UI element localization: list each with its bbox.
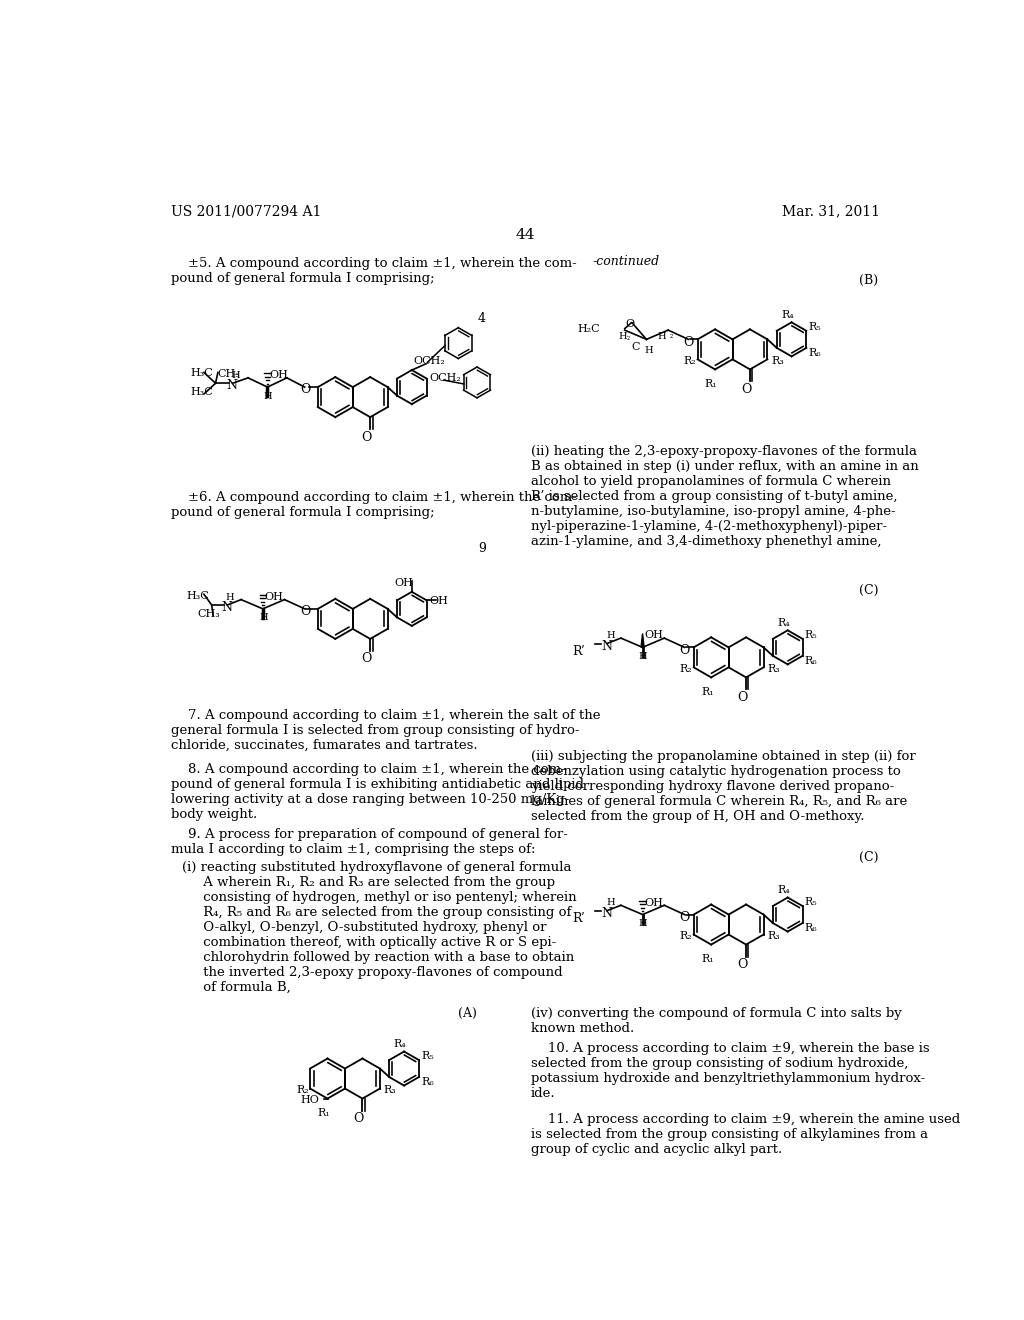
Text: R₆: R₆ bbox=[805, 923, 817, 933]
Text: R₁: R₁ bbox=[701, 686, 714, 697]
Text: O: O bbox=[300, 605, 310, 618]
Text: 9: 9 bbox=[478, 543, 486, 554]
Text: R₄: R₄ bbox=[781, 310, 794, 319]
Text: (A): (A) bbox=[458, 1007, 477, 1020]
Text: CH₃: CH₃ bbox=[198, 609, 220, 619]
Text: R’: R’ bbox=[572, 645, 586, 659]
Text: R₆: R₆ bbox=[809, 348, 821, 358]
Text: R₁: R₁ bbox=[701, 954, 714, 964]
Text: R₂: R₂ bbox=[680, 664, 692, 673]
Text: R₃: R₃ bbox=[767, 931, 780, 941]
Text: R’: R’ bbox=[572, 912, 586, 925]
Text: H: H bbox=[606, 899, 614, 907]
Text: R₃: R₃ bbox=[771, 355, 784, 366]
Text: R₃: R₃ bbox=[384, 1085, 396, 1094]
Text: R₃: R₃ bbox=[767, 664, 780, 673]
Text: R₂: R₂ bbox=[684, 355, 696, 366]
Text: HO: HO bbox=[300, 1094, 319, 1105]
Text: OCH₂: OCH₂ bbox=[414, 356, 445, 366]
Text: ₂: ₂ bbox=[670, 333, 673, 341]
Text: Mar. 31, 2011: Mar. 31, 2011 bbox=[781, 205, 880, 219]
Text: ±5. A compound according to claim ±1, wherein the com-
pound of general formula : ±5. A compound according to claim ±1, wh… bbox=[171, 257, 577, 285]
Text: OH: OH bbox=[264, 591, 284, 602]
Text: H: H bbox=[225, 593, 234, 602]
Text: OH: OH bbox=[644, 631, 663, 640]
Text: O: O bbox=[626, 318, 635, 329]
Text: OCH₂: OCH₂ bbox=[429, 374, 461, 383]
Text: (ii) heating the 2,3-epoxy-propoxy-flavones of the formula
B as obtained in step: (ii) heating the 2,3-epoxy-propoxy-flavo… bbox=[531, 445, 919, 548]
Text: (C): (C) bbox=[859, 585, 879, 597]
Text: 10. A process according to claim ±9, wherein the base is
selected from the group: 10. A process according to claim ±9, whe… bbox=[531, 1043, 930, 1101]
Text: H: H bbox=[606, 631, 614, 640]
Text: R₂: R₂ bbox=[296, 1085, 309, 1094]
Text: R₄: R₄ bbox=[777, 886, 791, 895]
Text: 9. A process for preparation of compound of general for-
mula I according to cla: 9. A process for preparation of compound… bbox=[171, 829, 567, 857]
Text: R₂: R₂ bbox=[680, 931, 692, 941]
Text: N: N bbox=[601, 907, 612, 920]
Text: 11. A process according to claim ±9, wherein the amine used
is selected from the: 11. A process according to claim ±9, whe… bbox=[531, 1113, 961, 1156]
Text: H: H bbox=[639, 652, 647, 661]
Text: ±6. A compound according to claim ±1, wherein the com-
pound of general formula : ±6. A compound according to claim ±1, wh… bbox=[171, 491, 577, 519]
Text: O: O bbox=[737, 690, 748, 704]
Text: R₆: R₆ bbox=[805, 656, 817, 665]
Text: OH: OH bbox=[394, 578, 414, 587]
Text: OH: OH bbox=[429, 597, 447, 606]
Text: (B): (B) bbox=[859, 275, 879, 286]
Text: (iii) subjecting the propanolamine obtained in step (ii) for
debenzylation using: (iii) subjecting the propanolamine obtai… bbox=[531, 750, 915, 822]
Text: N: N bbox=[601, 640, 612, 652]
Text: (iv) converting the compound of formula C into salts by
known method.: (iv) converting the compound of formula … bbox=[531, 1007, 902, 1035]
Text: N: N bbox=[226, 379, 238, 392]
Text: O: O bbox=[679, 911, 689, 924]
Text: O: O bbox=[737, 958, 748, 972]
Text: R₁: R₁ bbox=[705, 379, 718, 388]
Text: O: O bbox=[353, 1113, 364, 1125]
Text: H₂C: H₂C bbox=[578, 323, 600, 334]
Text: -continued: -continued bbox=[593, 255, 660, 268]
Text: C: C bbox=[632, 342, 640, 351]
Text: H: H bbox=[644, 346, 652, 355]
Text: 8. A compound according to claim ±1, wherein the com-
pound of general formula I: 8. A compound according to claim ±1, whe… bbox=[171, 763, 584, 821]
Text: 7. A compound according to claim ±1, wherein the salt of the
general formula I i: 7. A compound according to claim ±1, whe… bbox=[171, 709, 600, 752]
Polygon shape bbox=[641, 634, 644, 647]
Text: OH: OH bbox=[644, 898, 663, 908]
Text: O: O bbox=[361, 430, 372, 444]
Text: R₅: R₅ bbox=[809, 322, 821, 331]
Text: R₅: R₅ bbox=[421, 1051, 434, 1061]
Text: H₃C: H₃C bbox=[190, 368, 213, 378]
Text: US 2011/0077294 A1: US 2011/0077294 A1 bbox=[171, 205, 321, 219]
Text: R₅: R₅ bbox=[805, 896, 817, 907]
Text: N: N bbox=[221, 601, 232, 614]
Text: H: H bbox=[259, 614, 267, 623]
Text: O: O bbox=[683, 335, 693, 348]
Text: H₃C: H₃C bbox=[186, 591, 209, 601]
Text: O: O bbox=[361, 652, 372, 665]
Text: H: H bbox=[618, 331, 627, 341]
Text: O: O bbox=[300, 383, 310, 396]
Text: H: H bbox=[657, 333, 667, 342]
Text: 44: 44 bbox=[515, 227, 535, 242]
Text: CH₃: CH₃ bbox=[217, 370, 240, 379]
Text: R₄: R₄ bbox=[777, 618, 791, 628]
Text: H: H bbox=[639, 919, 647, 928]
Text: H: H bbox=[263, 392, 272, 401]
Text: OH: OH bbox=[269, 370, 289, 380]
Text: R₄: R₄ bbox=[394, 1039, 407, 1049]
Text: (i) reacting substituted hydroxyflavone of general formula
     A wherein R₁, R₂: (i) reacting substituted hydroxyflavone … bbox=[182, 861, 577, 994]
Text: H₃C: H₃C bbox=[190, 387, 213, 397]
Text: O: O bbox=[679, 644, 689, 656]
Text: O: O bbox=[741, 383, 752, 396]
Text: R₁: R₁ bbox=[317, 1107, 330, 1118]
Text: R₆: R₆ bbox=[421, 1077, 434, 1088]
Text: H: H bbox=[231, 371, 240, 380]
Text: (C): (C) bbox=[859, 851, 879, 865]
Text: 4: 4 bbox=[478, 313, 486, 326]
Text: ₂: ₂ bbox=[627, 334, 630, 342]
Text: R₅: R₅ bbox=[805, 630, 817, 640]
